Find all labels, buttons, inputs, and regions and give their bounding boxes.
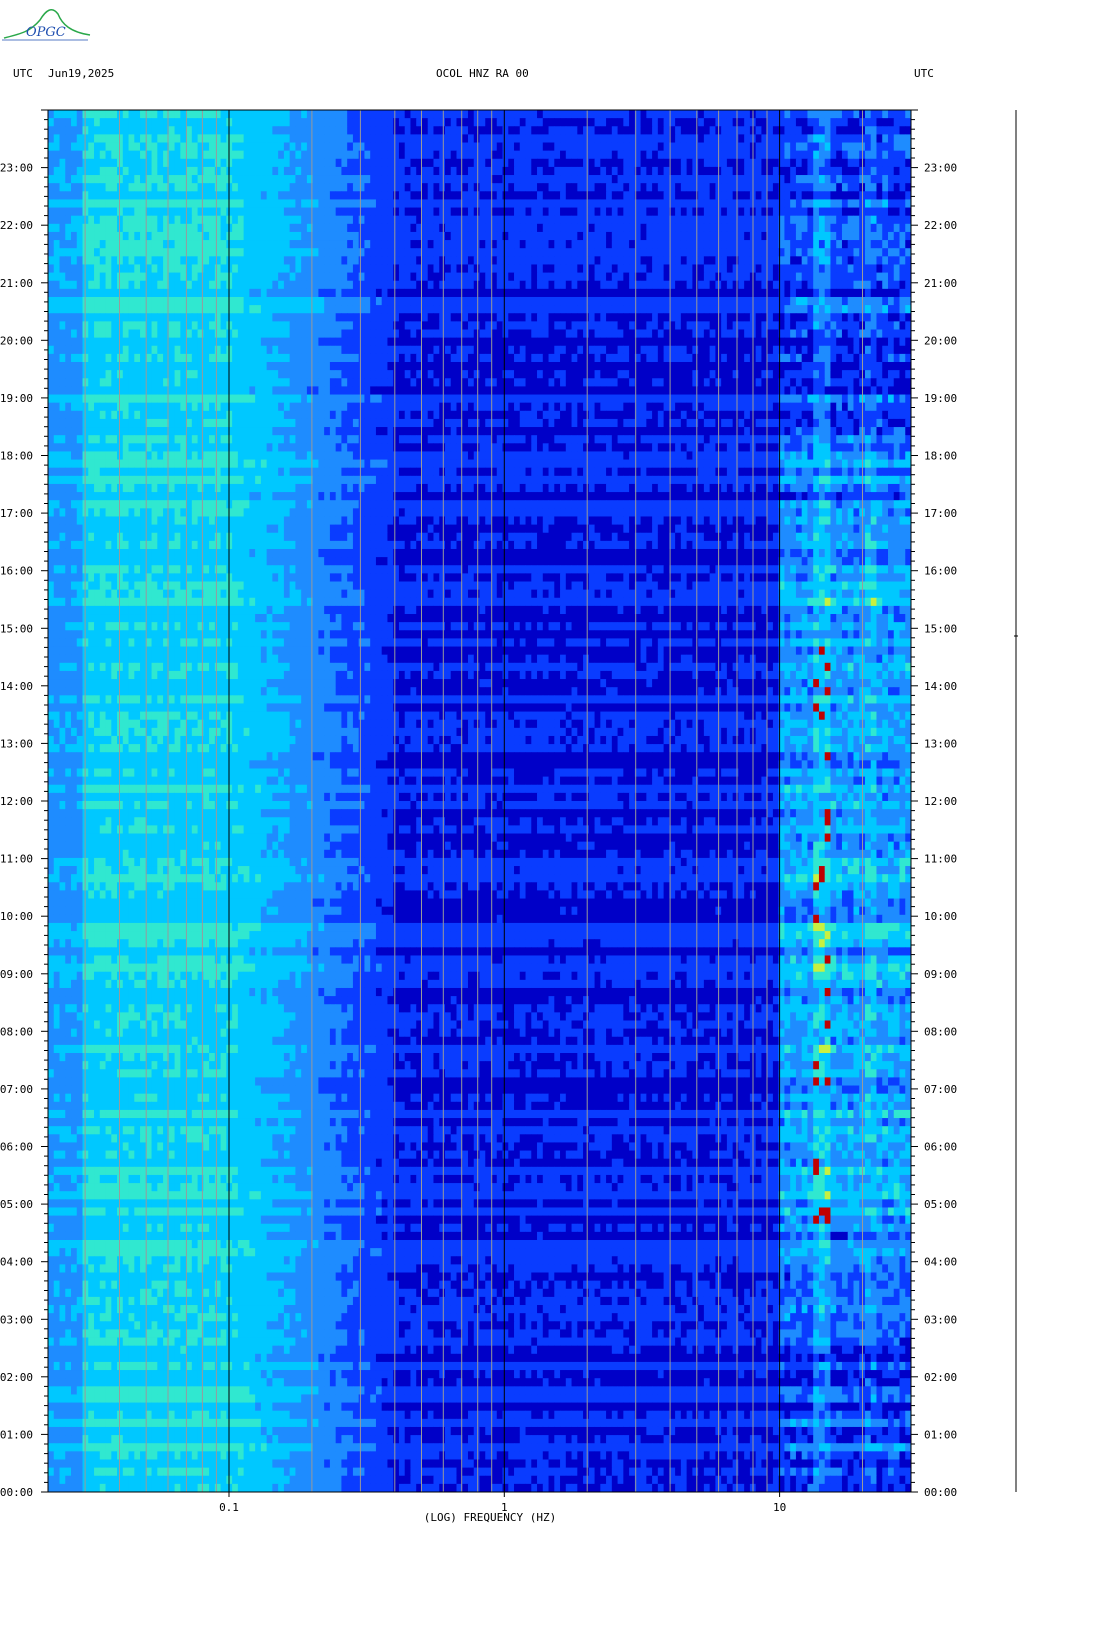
left-time-label: 10:00 [0,910,33,923]
right-time-label: 21:00 [924,277,957,290]
left-time-label: 14:00 [0,680,33,693]
frequency-gridlines [84,110,912,1492]
right-time-label: 09:00 [924,968,957,981]
right-time-label: 23:00 [924,162,957,175]
left-time-label: 18:00 [0,450,33,463]
header-right-timezone: UTC [914,67,934,80]
left-time-label: 04:00 [0,1256,33,1269]
left-time-label: 15:00 [0,622,33,635]
right-time-label: 20:00 [924,334,957,347]
right-time-label: 19:00 [924,392,957,405]
left-time-label: 16:00 [0,565,33,578]
left-time-label: 09:00 [0,968,33,981]
right-time-label: 05:00 [924,1198,957,1211]
right-time-label: 14:00 [924,680,957,693]
left-time-label: 01:00 [0,1428,33,1441]
right-time-label: 07:00 [924,1083,957,1096]
right-time-label: 13:00 [924,737,957,750]
right-time-label: 02:00 [924,1371,957,1384]
left-time-label: 22:00 [0,219,33,232]
freq-tick-label: 10 [773,1501,786,1514]
opgc-logo: OPGC [0,2,92,44]
left-time-label: 13:00 [0,737,33,750]
right-time-label: 17:00 [924,507,957,520]
right-time-label: 06:00 [924,1141,957,1154]
right-time-label: 22:00 [924,219,957,232]
left-time-label: 00:00 [0,1486,33,1499]
x-axis-label: (LOG) FREQUENCY (HZ) [424,1511,556,1524]
right-time-label: 12:00 [924,795,957,808]
left-time-label: 02:00 [0,1371,33,1384]
right-time-label: 01:00 [924,1428,957,1441]
left-time-label: 19:00 [0,392,33,405]
left-time-label: 11:00 [0,853,33,866]
right-time-label: 10:00 [924,910,957,923]
right-time-label: 18:00 [924,450,957,463]
right-time-label: 15:00 [924,622,957,635]
header-date: Jun19,2025 [48,67,114,80]
right-time-label: 08:00 [924,1025,957,1038]
header-station: OCOL HNZ RA 00 [436,67,529,80]
freq-tick-label: 0.1 [219,1501,239,1514]
right-time-label: 11:00 [924,853,957,866]
left-time-label: 23:00 [0,162,33,175]
axes: 23:00 22:00 21:00 20:00 19:00 18:00 17:00 16:00… [0,109,957,1514]
left-time-label: 17:00 [0,507,33,520]
left-time-label: 08:00 [0,1025,33,1038]
logo-text: OPGC [26,25,66,40]
left-time-label: 05:00 [0,1198,33,1211]
left-time-label: 20:00 [0,334,33,347]
right-time-label: 16:00 [924,565,957,578]
right-time-label: 00:00 [924,1486,957,1499]
right-time-label: 04:00 [924,1256,957,1269]
left-time-label: 12:00 [0,795,33,808]
header-left-timezone: UTC [13,67,33,80]
left-time-label: 06:00 [0,1141,33,1154]
right-time-label: 03:00 [924,1313,957,1326]
logo-graphic [2,9,91,41]
left-time-label: 03:00 [0,1313,33,1326]
freq-tick-label: 1 [501,1501,508,1514]
left-time-label: 21:00 [0,277,33,290]
spectrogram-heatmap [48,110,912,1493]
left-time-label: 07:00 [0,1083,33,1096]
